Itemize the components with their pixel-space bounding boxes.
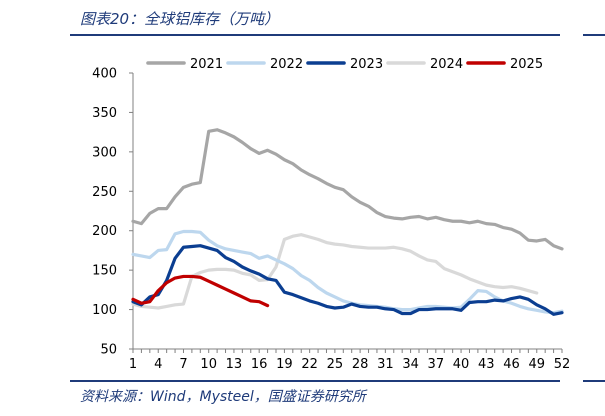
chart-axes: 50 100 150 200 250 300 350 400 1 4 7 10 13 16 19 22 25 28… — [92, 67, 570, 373]
series-line-2022 — [131, 229, 564, 315]
x-tick-label: 31 — [377, 357, 394, 372]
x-tick-label: 22 — [301, 357, 318, 372]
legend-label-2023: 2023 — [350, 57, 383, 72]
chart-lines — [131, 128, 564, 316]
x-tick-label: 13 — [226, 357, 243, 372]
x-tick-label: 37 — [428, 357, 445, 372]
legend-label-2022: 2022 — [270, 57, 303, 72]
legend-label-2025: 2025 — [510, 57, 543, 72]
y-tick-label: 250 — [92, 185, 117, 200]
x-tick-label: 28 — [352, 357, 369, 372]
x-tick-label: 16 — [251, 357, 268, 372]
series-line-2025 — [131, 274, 270, 308]
source-note: 资料来源：Wind，Mysteel，国盛证券研究所 — [80, 389, 366, 405]
y-tick-label: 50 — [100, 343, 117, 358]
y-tick-label: 200 — [92, 224, 117, 239]
bottom-rule-right — [583, 380, 605, 382]
x-tick-label: 43 — [478, 357, 495, 372]
x-tick-label: 46 — [503, 357, 520, 372]
x-tick-label: 1 — [129, 357, 137, 372]
legend-label-2021: 2021 — [190, 57, 223, 72]
top-rule — [70, 34, 560, 36]
series-line-2023 — [131, 244, 564, 316]
bottom-rule — [70, 380, 560, 382]
series-line-2024 — [131, 233, 539, 310]
top-rule-right — [583, 34, 605, 36]
x-tick-label: 4 — [154, 357, 162, 372]
x-tick-label: 7 — [179, 357, 187, 372]
x-tick-label: 34 — [402, 357, 419, 372]
x-tick-label: 40 — [453, 357, 470, 372]
y-tick-label: 350 — [92, 106, 117, 121]
chart-legend: 2021 2022 2023 2024 2025 — [146, 57, 543, 72]
x-tick-label: 49 — [528, 357, 545, 372]
x-tick-label: 19 — [276, 357, 293, 372]
x-tick-label: 10 — [200, 357, 217, 372]
x-tick-label: 25 — [327, 357, 344, 372]
x-tick-label: 52 — [554, 357, 571, 372]
series-line-2021 — [131, 128, 564, 251]
y-tick-label: 400 — [92, 67, 117, 82]
legend-label-2024: 2024 — [430, 57, 463, 72]
figure-title: 图表20：全球铝库存（万吨） — [80, 10, 280, 28]
y-tick-label: 300 — [92, 145, 117, 160]
y-tick-label: 150 — [92, 264, 117, 279]
y-tick-label: 100 — [92, 303, 117, 318]
